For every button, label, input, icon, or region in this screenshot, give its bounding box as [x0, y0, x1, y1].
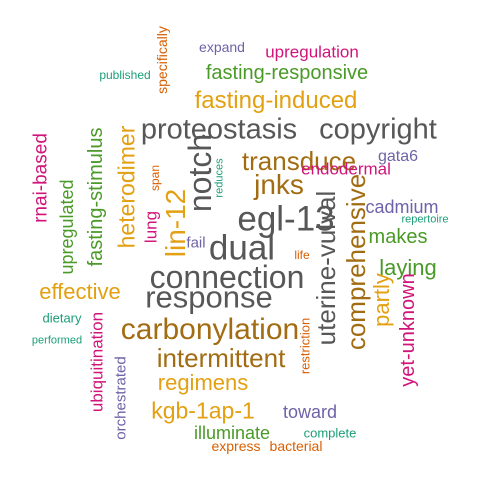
word-published: published [99, 68, 151, 82]
word-upregulation: upregulation [265, 42, 359, 62]
word-egl-13: egl-13 [237, 199, 335, 239]
word-copyright: copyright [319, 113, 437, 146]
word-jnks: jnks [254, 169, 304, 200]
word-lung: lung [141, 210, 161, 244]
word-yet-unknown: yet-unknown [397, 273, 419, 387]
word-expand: expand [199, 39, 245, 55]
word-transduce: transduce [241, 146, 357, 176]
word-repertoire: repertoire [401, 213, 449, 226]
word-fail: fail [186, 234, 206, 252]
word-express: express [211, 438, 261, 454]
word-proteostasis: proteostasis [140, 113, 298, 146]
word-uterine-vulval: uterine-vulval [311, 190, 341, 346]
word-laying: laying [379, 255, 437, 280]
word-illuminate: illuminate [193, 423, 271, 443]
word-performed: performed [31, 334, 83, 347]
word-toward: toward [282, 402, 338, 422]
word-fasting-induced: fasting-induced [194, 87, 358, 114]
word-bacterial: bacterial [269, 438, 323, 454]
word-fasting-stimulus: fasting-stimulus [85, 127, 107, 267]
word-carbonylation: carbonylation [120, 313, 300, 346]
word-endodermal: endodermal [301, 159, 391, 179]
word-rnai-based: rnai-based [30, 133, 52, 223]
word-gata6: gata6 [377, 148, 419, 165]
word-effective: effective [39, 279, 121, 304]
word-dietary: dietary [42, 310, 82, 326]
word-cadmium: cadmium [365, 197, 439, 217]
word-comprehensive: comprehensive [341, 173, 371, 351]
word-response: response [145, 279, 273, 315]
word-ubiquitination: ubiquitination [87, 311, 107, 413]
word-orchestrated: orchestrated [112, 356, 130, 440]
word-restriction: restriction [297, 317, 313, 375]
word-connection: connection [149, 259, 305, 295]
word-span: span [148, 164, 162, 192]
word-partly: partly [369, 273, 394, 327]
word-heterodimer: heterodimer [113, 125, 140, 249]
word-intermittent: intermittent [156, 343, 286, 373]
word-complete: complete [303, 425, 357, 441]
word-kgb-1ap-1: kgb-1ap-1 [151, 397, 255, 424]
word-regimens: regimens [157, 370, 249, 395]
word-dual: dual [208, 228, 276, 268]
word-upregulated: upregulated [57, 179, 77, 275]
word-reduces: reduces [213, 158, 226, 198]
word-makes: makes [368, 226, 428, 248]
word-life: life [294, 248, 310, 262]
word-fasting-responsive: fasting-responsive [205, 62, 369, 84]
word-specifically: specifically [154, 26, 170, 94]
